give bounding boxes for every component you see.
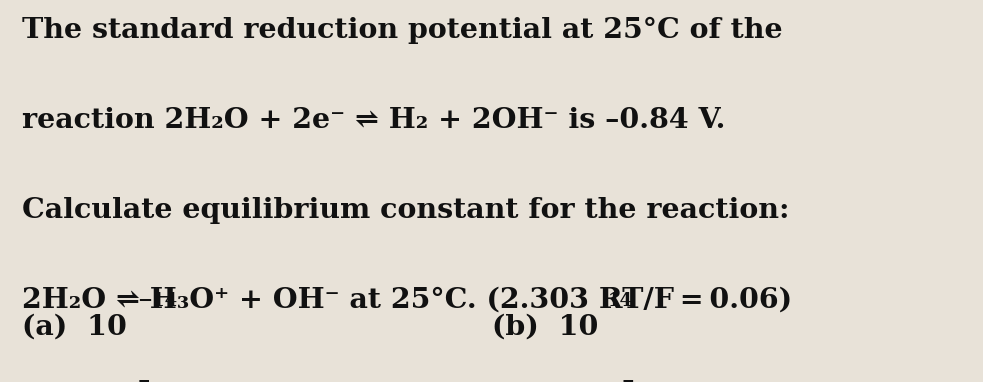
Text: −14: −14 xyxy=(138,292,178,310)
Text: 14: 14 xyxy=(607,292,632,310)
Text: reaction 2H₂O + 2e⁻ ⇌ H₂ + 2OH⁻ is –0.84 V.: reaction 2H₂O + 2e⁻ ⇌ H₂ + 2OH⁻ is –0.84… xyxy=(22,107,725,134)
Text: −7: −7 xyxy=(607,380,635,382)
Text: Calculate equilibrium constant for the reaction:: Calculate equilibrium constant for the r… xyxy=(22,197,789,224)
Text: (a)  10: (a) 10 xyxy=(22,313,127,340)
Text: 7: 7 xyxy=(138,380,150,382)
Text: (b)  10: (b) 10 xyxy=(492,313,598,340)
Text: The standard reduction potential at 25°C of the: The standard reduction potential at 25°C… xyxy=(22,17,782,44)
Text: 2H₂O ⇌ H₃O⁺ + OH⁻ at 25°C. (2.303 RT/F = 0.06): 2H₂O ⇌ H₃O⁺ + OH⁻ at 25°C. (2.303 RT/F =… xyxy=(22,286,792,314)
